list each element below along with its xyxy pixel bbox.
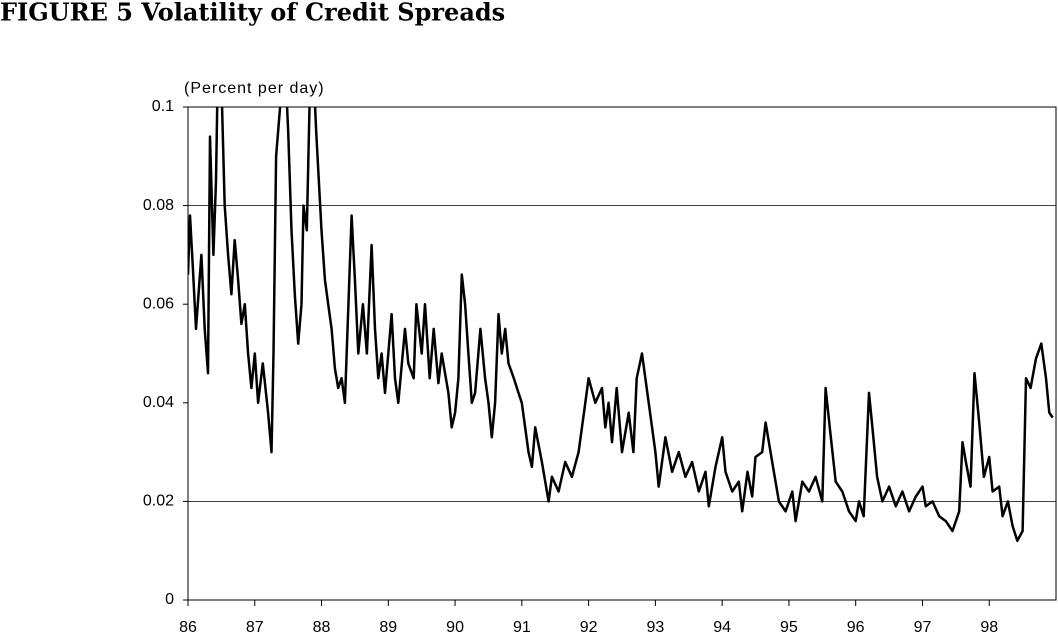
y-tick-label: 0.04 [143,394,174,411]
x-tick-label: 86 [179,619,197,636]
y-tick-label: 0.02 [143,493,174,510]
y-tick-label: 0.08 [143,197,174,214]
x-tick-label: 90 [446,619,464,636]
x-tick-label: 98 [980,619,998,636]
y-tick-label: 0.1 [152,98,174,115]
data-line [188,107,1054,543]
x-tick-label: 94 [713,619,731,636]
x-tick-label: 89 [379,619,397,636]
x-tick-label: 96 [847,619,865,636]
chart-title: FIGURE 5 Volatility of Credit Spreads [0,0,505,27]
x-tick-label: 91 [513,619,531,636]
x-tick-label: 95 [780,619,798,636]
x-tick-label: 87 [246,619,264,636]
x-tick-label: 88 [313,619,331,636]
y-tick-label: 0.06 [143,295,174,312]
x-tick-label: 97 [914,619,932,636]
x-tick-label: 92 [580,619,598,636]
y-tick-label: 0 [165,591,174,608]
plot-frame [187,106,1057,601]
x-tick-label: 93 [646,619,664,636]
y-axis-label: (Percent per day) [184,80,325,97]
